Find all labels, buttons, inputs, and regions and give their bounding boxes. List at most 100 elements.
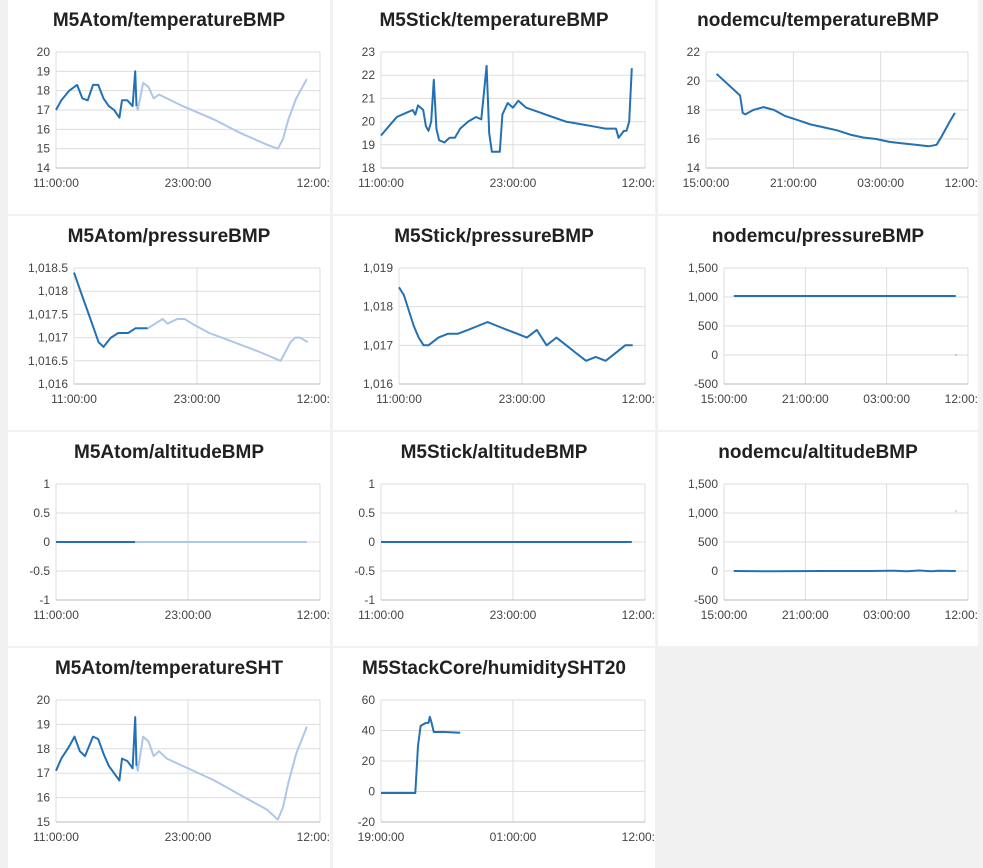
y-tick-label: 18 [362, 161, 376, 175]
x-tick-label: 12:00:00 [622, 176, 655, 190]
line-chart: 1 0.5 0 -0.5 -111:00:00 23:00:00 12:00:00 [29, 477, 330, 622]
y-tick-label: 20 [362, 115, 376, 129]
series-line-previous [147, 318, 309, 362]
y-tick-label: 15 [37, 142, 51, 156]
x-tick-label: 12:00:00 [622, 392, 655, 406]
x-tick-label: 12:00:00 [622, 830, 655, 844]
y-tick-label: 14 [37, 161, 51, 175]
y-tick-label: 20 [37, 45, 51, 59]
y-tick-label: 1,017 [363, 338, 393, 352]
x-tick-label: 12:00:00 [297, 176, 330, 190]
chart-title: M5Stick/pressureBMP [394, 226, 594, 247]
chart-panel: M5Atom/altitudeBMP 1 0.5 0 -0.5 -1 11:00:00 23… [8, 432, 330, 646]
y-tick-label: -500 [694, 593, 718, 607]
y-tick-label: 21 [362, 91, 376, 105]
x-tick-label: 11:00:00 [358, 608, 404, 622]
y-tick-label: 1,018 [38, 284, 68, 298]
series-line-previous [135, 726, 308, 821]
y-tick-label: 40 [362, 724, 376, 738]
chart-panel: M5Atom/pressureBMP 1,018.5 1,018 1,017.5 1,… [8, 216, 330, 430]
y-tick-label: 1,019 [363, 261, 393, 275]
x-tick-label: 11:00:00 [33, 176, 79, 190]
y-tick-label: 1,000 [688, 506, 718, 520]
y-tick-label: -1 [39, 593, 50, 607]
y-tick-label: 19 [362, 138, 376, 152]
x-tick-label: 23:00:00 [490, 608, 537, 622]
y-tick-label: 1,016 [38, 377, 68, 391]
y-tick-label: 0.5 [358, 506, 375, 520]
chart-title: M5Atom/altitudeBMP [74, 442, 264, 463]
x-tick-label: 12:00:00 [297, 608, 330, 622]
y-tick-label: 0 [368, 535, 375, 549]
x-tick-label: 21:00:00 [782, 392, 829, 406]
y-tick-label: 1,018.5 [28, 261, 68, 275]
x-tick-label: 11:00:00 [33, 830, 79, 844]
chart-panel: nodemcu/altitudeBMP 1,500 1,000 500 0 -500 15… [658, 432, 978, 646]
x-tick-label: 11:00:00 [376, 392, 422, 406]
y-tick-label: 0 [43, 535, 50, 549]
y-tick-label: 1,018 [363, 300, 393, 314]
series-line-previous [135, 78, 308, 150]
y-tick-label: -0.5 [29, 564, 50, 578]
y-tick-label: 1,016 [363, 377, 393, 391]
x-tick-label: 23:00:00 [165, 830, 212, 844]
x-tick-label: 11:00:00 [33, 608, 79, 622]
y-tick-label: 19 [37, 64, 51, 78]
line-chart: 1,018.5 1,018 1,017.5 1,017 1,016.5 1,01611:0… [28, 261, 330, 406]
y-tick-label: 17 [37, 766, 51, 780]
chart-title: nodemcu/temperatureBMP [697, 10, 939, 31]
chart-title: M5StackCore/humiditySHT20 [362, 658, 626, 679]
y-tick-label: 22 [687, 45, 701, 59]
y-tick-label: 1,500 [688, 261, 718, 275]
x-tick-label: 15:00:00 [701, 608, 748, 622]
chart-title: M5Stick/altitudeBMP [400, 442, 588, 463]
y-tick-label: -20 [358, 815, 376, 829]
y-tick-label: 1 [43, 477, 50, 491]
x-tick-label: 15:00:00 [701, 392, 748, 406]
series-line [380, 64, 633, 153]
chart-title: M5Atom/temperatureSHT [54, 658, 284, 679]
chart-panel: M5Atom/temperatureSHT 20 19 18 17 16 15 11:00:… [8, 648, 330, 868]
y-tick-label: 20 [362, 754, 376, 768]
x-tick-label: 12:00:00 [297, 392, 330, 406]
y-tick-label: 0 [368, 785, 375, 799]
x-tick-label: 21:00:00 [782, 608, 829, 622]
chart-title: M5Atom/temperatureBMP [52, 10, 286, 31]
y-tick-label: 1,017.5 [28, 307, 68, 321]
x-tick-label: 21:00:00 [770, 176, 817, 190]
series-line [73, 272, 148, 348]
y-tick-label: 23 [362, 45, 376, 59]
y-tick-label: 0.5 [33, 506, 50, 520]
x-tick-label: 23:00:00 [165, 608, 212, 622]
chart-title: nodemcu/pressureBMP [711, 226, 925, 247]
series-line [715, 73, 956, 148]
y-tick-label: 500 [698, 319, 718, 333]
y-tick-label: 16 [37, 122, 51, 136]
y-tick-label: -500 [694, 377, 718, 391]
series-line [733, 569, 956, 573]
y-tick-label: 1,017 [38, 331, 68, 345]
y-tick-label: 18 [687, 103, 701, 117]
y-tick-label: 1,016.5 [28, 354, 68, 368]
x-tick-label: 23:00:00 [499, 392, 546, 406]
chart-title: M5Atom/pressureBMP [67, 226, 271, 247]
x-tick-label: 15:00:00 [683, 176, 730, 190]
y-tick-label: 22 [362, 68, 376, 82]
x-tick-label: 12:00:00 [945, 392, 978, 406]
chart-panel: nodemcu/pressureBMP 1,500 1,000 500 0 -500 15… [658, 216, 978, 430]
line-chart: 1 0.5 0 -0.5 -111:00:00 23:00:00 12:00:00 [354, 477, 655, 622]
y-tick-label: 16 [37, 791, 51, 805]
y-tick-label: 15 [37, 815, 51, 829]
y-tick-label: 500 [698, 535, 718, 549]
y-tick-label: 1,500 [688, 477, 718, 491]
y-tick-label: 20 [37, 693, 51, 707]
x-tick-label: 12:00:00 [297, 830, 330, 844]
y-tick-label: 0 [711, 348, 718, 362]
y-tick-label: 18 [37, 742, 51, 756]
